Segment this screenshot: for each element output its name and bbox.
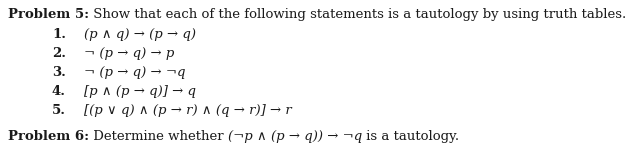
- Text: Show that each of the following statements is a tautology by using truth tables.: Show that each of the following statemen…: [89, 8, 626, 21]
- Text: Determine whether: Determine whether: [89, 130, 228, 143]
- Text: Problem 5:: Problem 5:: [8, 8, 89, 21]
- Text: 2.: 2.: [52, 47, 66, 60]
- Text: [(p ∨ q) ∧ (p → r) ∧ (q → r)] → r: [(p ∨ q) ∧ (p → r) ∧ (q → r)] → r: [84, 104, 292, 117]
- Text: ¬ (p → q) → ¬q: ¬ (p → q) → ¬q: [84, 66, 185, 79]
- Text: ¬ (p → q) → p: ¬ (p → q) → p: [84, 47, 175, 60]
- Text: 4.: 4.: [52, 85, 66, 98]
- Text: Problem 6:: Problem 6:: [8, 130, 89, 143]
- Text: [p ∧ (p → q)] → q: [p ∧ (p → q)] → q: [84, 85, 196, 98]
- Text: 3.: 3.: [52, 66, 66, 79]
- Text: 1.: 1.: [52, 28, 66, 41]
- Text: is a tautology.: is a tautology.: [362, 130, 459, 143]
- Text: 5.: 5.: [52, 104, 66, 117]
- Text: (p ∧ q) → (p → q): (p ∧ q) → (p → q): [84, 28, 196, 41]
- Text: (¬p ∧ (p → q)) → ¬q: (¬p ∧ (p → q)) → ¬q: [228, 130, 362, 143]
